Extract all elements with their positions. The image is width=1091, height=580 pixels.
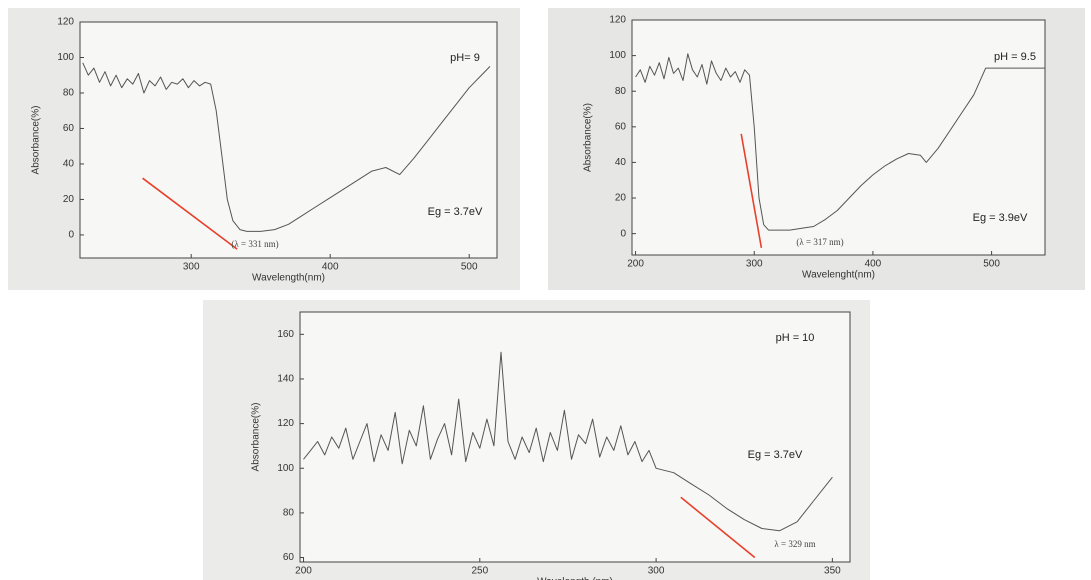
spectrum-line [635,53,1045,231]
y-tick-label: 100 [57,52,74,63]
tangent-line [142,177,238,250]
y-tick-label: 80 [283,508,295,519]
plot-area [299,311,851,563]
y-tick-label: 100 [277,463,294,474]
annotation: pH = 10 [776,332,815,344]
y-axis-label: Absorbance(%) [251,403,262,472]
x-axis-label: Wavelength(nm) [252,273,325,284]
y-tick-label: 160 [277,329,294,340]
tangent-line [740,133,763,249]
y-tick-label: 40 [615,157,627,168]
y-tick-label: 80 [615,86,627,97]
annotation: (λ = 317 nm) [796,237,843,247]
y-tick-label: 40 [63,159,75,170]
x-tick-label: 300 [648,566,665,577]
y-tick-label: 120 [609,15,626,26]
y-tick-label: 60 [615,121,627,132]
x-tick-label: 350 [824,566,841,577]
annotation: pH= 9 [450,52,480,64]
plot-area [631,19,1046,256]
y-tick-label: 0 [620,228,626,239]
y-tick-label: 60 [63,123,75,134]
annotation: (λ = 331 nm) [231,239,278,249]
x-tick-label: 500 [983,259,1000,270]
annotation: Eg = 3.7eV [428,206,483,218]
x-axis-label: Wavelength (nm) [537,577,613,580]
y-tick-label: 100 [609,50,626,61]
x-tick-label: 400 [865,259,882,270]
spectrum-line [303,351,833,532]
y-axis-label: Absorbance(%) [583,103,594,172]
y-tick-label: 20 [615,193,627,204]
annotation: Eg = 3.7eV [748,449,803,461]
tangent-line [680,496,756,559]
x-axis-label: Wavelenght(nm) [802,270,875,281]
x-tick-label: 500 [461,262,478,273]
x-tick-label: 400 [322,262,339,273]
y-tick-label: 60 [283,552,295,563]
x-tick-label: 300 [183,262,200,273]
annotation: pH = 9.5 [994,51,1036,63]
y-tick-label: 120 [57,17,74,28]
y-tick-label: 20 [63,194,75,205]
x-tick-label: 300 [746,259,763,270]
x-tick-label: 250 [471,566,488,577]
x-tick-label: 200 [295,566,312,577]
y-tick-label: 140 [277,374,294,385]
spectrum-line [82,62,491,232]
y-axis-label: Absorbance(%) [31,106,42,175]
annotation: λ = 329 nm [774,539,815,549]
y-tick-label: 80 [63,88,75,99]
annotation: Eg = 3.9eV [973,212,1028,224]
x-tick-label: 200 [627,259,644,270]
plot-area [79,21,498,259]
y-tick-label: 120 [277,418,294,429]
y-tick-label: 0 [68,230,74,241]
